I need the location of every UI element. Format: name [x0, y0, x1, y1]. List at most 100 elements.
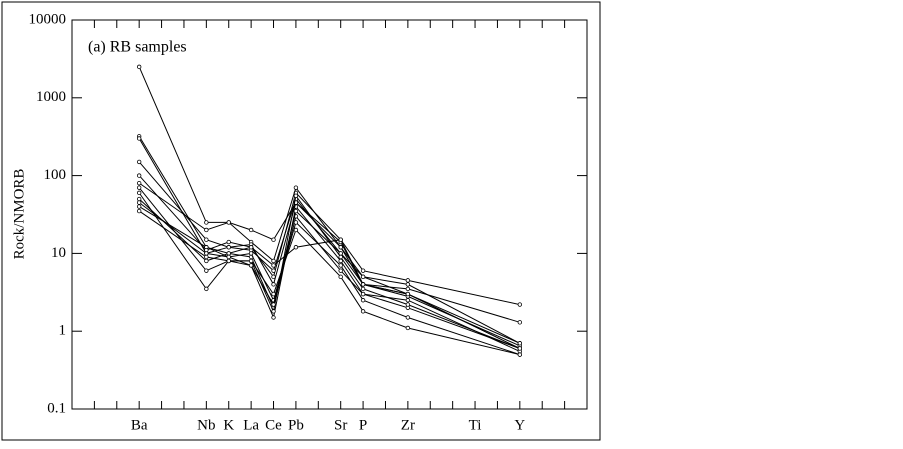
- data-point: [136, 190, 142, 196]
- data-point: [271, 258, 276, 264]
- data-point: [293, 245, 299, 250]
- data-point: [248, 258, 254, 264]
- x-tick-label: Pb: [288, 417, 304, 433]
- x-tick-label: P: [359, 417, 367, 433]
- data-point: [360, 268, 366, 273]
- data-point: [405, 286, 411, 292]
- data-point: [226, 254, 231, 260]
- series-line: [138, 182, 521, 344]
- data-point: [338, 258, 343, 264]
- data-point: [226, 258, 231, 264]
- data-point: [338, 263, 343, 268]
- data-point: [517, 320, 523, 325]
- data-point: [204, 254, 209, 260]
- data-point: [248, 227, 254, 233]
- data-point: [204, 286, 209, 292]
- x-tick-label: Ce: [265, 417, 282, 433]
- data-point: [293, 193, 299, 198]
- series-line: [138, 161, 521, 347]
- data-point: [248, 245, 254, 250]
- data-point: [136, 204, 142, 209]
- data-point: [204, 237, 209, 242]
- data-point: [338, 245, 343, 250]
- data-point: [293, 220, 299, 225]
- data-point: [338, 251, 343, 256]
- data-point: [360, 298, 366, 303]
- y-tick-label: 1000: [36, 89, 66, 105]
- data-point: [517, 302, 523, 307]
- data-point: [360, 291, 366, 297]
- outer-frame: [1, 1, 601, 441]
- data-point: [136, 180, 142, 186]
- data-point: [271, 282, 276, 287]
- y-tick-label: 1: [59, 323, 67, 339]
- series-line: [138, 210, 520, 356]
- data-point: [405, 298, 411, 303]
- x-tick-label: La: [243, 417, 259, 433]
- data-point: [360, 286, 366, 292]
- data-point: [226, 251, 231, 256]
- x-tick-label: Sr: [334, 417, 347, 433]
- data-point: [271, 268, 276, 273]
- x-tick-label: Y: [514, 417, 525, 433]
- data-point: [338, 254, 343, 260]
- data-point: [517, 352, 523, 357]
- data-point: [204, 220, 209, 225]
- data-point: [360, 274, 366, 280]
- data-point: [136, 159, 142, 165]
- series-line: [138, 66, 521, 349]
- data-point: [271, 237, 276, 242]
- data-point: [136, 185, 142, 190]
- series-line: [138, 187, 520, 349]
- data-point: [248, 263, 254, 268]
- data-point: [405, 282, 411, 287]
- data-point: [136, 64, 142, 70]
- y-tick-label: 0.1: [47, 400, 66, 416]
- x-tick-label: K: [223, 417, 234, 433]
- series-line: [138, 202, 521, 344]
- x-tick-label: Nb: [197, 417, 215, 433]
- y-tick-label: 100: [44, 167, 67, 183]
- data-point: [271, 291, 276, 297]
- data-point: [226, 239, 231, 245]
- plot-frame: [71, 19, 588, 410]
- y-axis-label: Rock/NMORB: [11, 169, 27, 260]
- data-point: [136, 200, 142, 205]
- data-point: [360, 282, 366, 287]
- data-point: [204, 258, 209, 264]
- data-point: [405, 302, 411, 307]
- x-tick-label: Ba: [131, 417, 148, 433]
- data-point: [405, 315, 411, 320]
- data-point: [360, 309, 366, 314]
- data-point: [226, 220, 231, 225]
- series-line: [138, 136, 520, 306]
- data-point: [136, 196, 142, 202]
- data-point: [293, 185, 299, 190]
- data-point: [405, 325, 411, 331]
- data-point: [136, 173, 142, 178]
- data-point: [517, 346, 523, 351]
- data-point: [204, 268, 209, 273]
- data-point: [405, 278, 411, 283]
- x-tick-label: Zr: [401, 417, 415, 433]
- data-point: [338, 237, 343, 242]
- y-tick-label: 10000: [29, 11, 67, 27]
- data-point: [204, 227, 209, 233]
- data-point: [271, 315, 276, 320]
- data-point: [271, 263, 276, 268]
- data-point: [226, 245, 231, 250]
- data-point: [136, 136, 142, 141]
- data-point: [338, 268, 343, 273]
- data-point: [271, 302, 276, 307]
- data-point: [338, 274, 343, 280]
- data-point: [293, 227, 299, 233]
- data-point: [248, 251, 254, 256]
- data-point: [136, 208, 142, 214]
- annotation: (a) RB samples: [88, 39, 187, 56]
- data-point: [293, 208, 299, 214]
- data-point: [271, 309, 276, 314]
- series-line: [138, 138, 520, 323]
- data-point: [405, 291, 411, 297]
- y-tick-label: 10: [51, 245, 66, 261]
